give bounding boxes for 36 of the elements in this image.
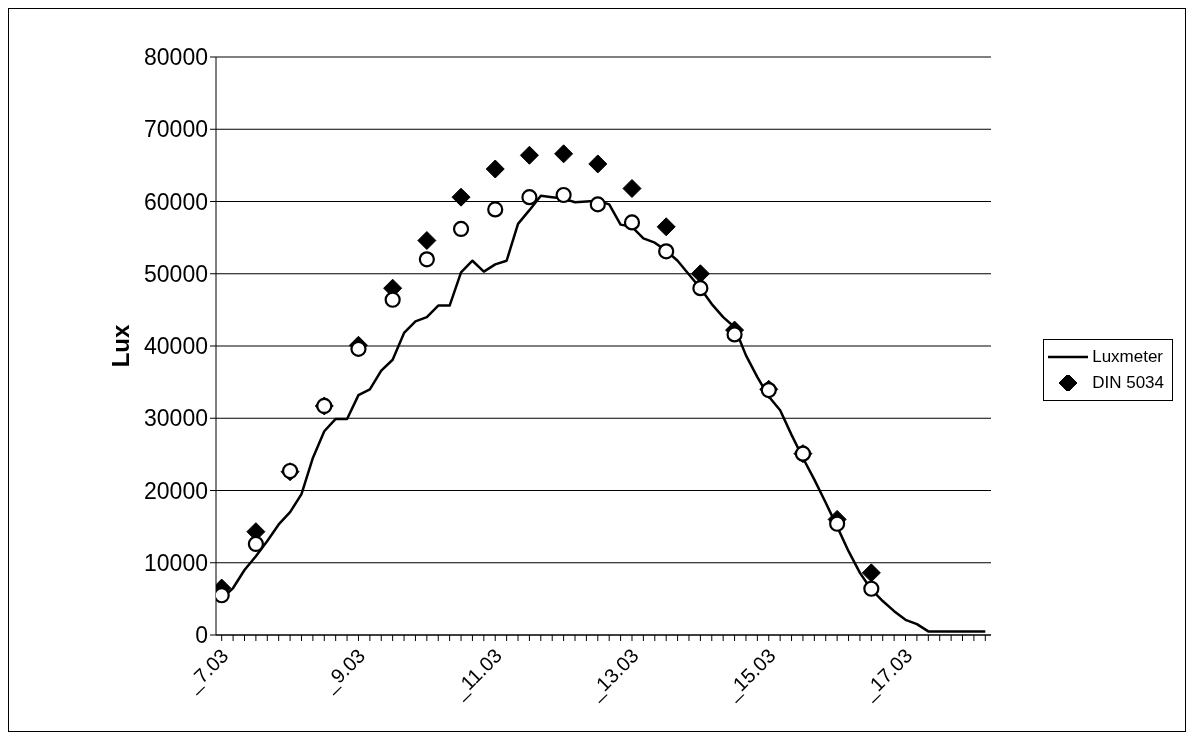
point	[247, 535, 264, 553]
y-tick-label: 10000	[144, 549, 208, 576]
point	[487, 201, 504, 218]
point	[521, 189, 538, 206]
point	[555, 186, 572, 204]
legend-label: Luxmeter	[1092, 347, 1164, 367]
point	[863, 580, 880, 597]
point	[622, 178, 642, 198]
y-tick-label: 80000	[144, 44, 208, 71]
point	[692, 280, 709, 297]
point	[656, 217, 676, 237]
point	[690, 264, 710, 284]
legend-label: DIN 5034	[1092, 373, 1164, 393]
point	[658, 243, 675, 260]
point	[726, 326, 743, 343]
point	[588, 154, 608, 174]
y-axis-title: Lux	[107, 324, 134, 368]
point	[451, 187, 471, 207]
y-tick-label: 0	[195, 622, 208, 649]
y-tick-label: 60000	[144, 188, 208, 215]
y-tick-label: 50000	[144, 260, 208, 287]
point	[519, 145, 539, 165]
point	[623, 214, 641, 231]
point	[861, 563, 881, 583]
y-tick-label: 70000	[144, 116, 208, 143]
point	[485, 159, 505, 179]
point	[554, 144, 574, 164]
point	[384, 291, 401, 308]
y-tick-label: 30000	[144, 405, 208, 432]
point	[417, 231, 437, 251]
y-tick-label: 20000	[144, 477, 208, 504]
y-tick-label: 40000	[144, 333, 208, 360]
point	[452, 220, 470, 238]
point	[829, 515, 846, 532]
point	[418, 251, 435, 268]
point	[589, 196, 606, 213]
